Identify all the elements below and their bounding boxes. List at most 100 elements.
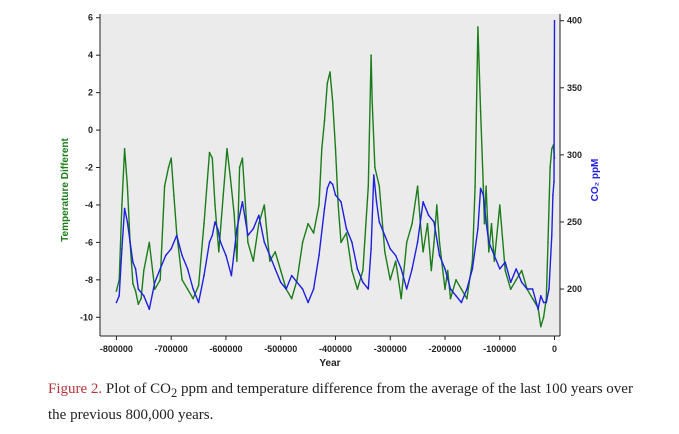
temperature-point <box>170 157 172 159</box>
temperature-point <box>247 241 249 244</box>
co2-point <box>378 221 381 223</box>
temperature-point <box>531 297 534 300</box>
co2-point <box>515 268 517 270</box>
left-tick-label: -6 <box>85 237 93 247</box>
temperature-point <box>542 316 545 319</box>
left-tick-label: -4 <box>85 200 93 210</box>
co2-point <box>263 241 266 243</box>
co2-point <box>540 295 542 297</box>
temperature-point <box>499 204 501 206</box>
co2-point <box>175 234 178 237</box>
temperature-point <box>384 251 386 253</box>
co2-point <box>285 288 288 290</box>
left-tick-label: 2 <box>88 88 93 98</box>
co2-point <box>438 254 441 257</box>
temperature-point <box>449 297 452 300</box>
co2-point <box>488 241 490 243</box>
co2-point <box>422 201 424 203</box>
temperature-point <box>236 260 238 262</box>
temperature-point <box>337 204 340 206</box>
temperature-point <box>214 204 216 206</box>
x-tick-label: -300000 <box>374 344 407 354</box>
co2-point <box>123 207 126 210</box>
co2-point <box>411 268 413 270</box>
temperature-point <box>411 222 413 225</box>
co2-point <box>520 281 523 284</box>
x-tick-label: -600000 <box>209 344 242 354</box>
temperature-point <box>394 260 397 262</box>
temperature-point <box>238 166 241 169</box>
temperature-point <box>547 241 549 244</box>
co2-point <box>318 254 320 257</box>
temperature-point <box>197 284 200 287</box>
temperature-point <box>132 282 134 285</box>
right-axis-ticks: 400 350 300 250 200 <box>560 16 582 294</box>
co2-point <box>197 301 200 304</box>
temperature-point <box>405 241 408 244</box>
co2-point <box>211 234 214 237</box>
temperature-point <box>252 260 255 262</box>
temperature-point <box>400 297 403 300</box>
co2-point <box>537 308 539 311</box>
x-axis-ticks: -800000 -700000 -600000 -500000 -400000 -3000… <box>100 336 557 354</box>
left-tick-label: -2 <box>85 163 93 173</box>
temperature-point <box>444 288 446 291</box>
caption-text-a: Plot of CO <box>102 381 171 397</box>
temperature-point <box>370 54 372 56</box>
co2-point <box>225 254 227 257</box>
temperature-point <box>483 222 486 225</box>
co2-point <box>296 281 298 284</box>
temperature-point <box>482 185 485 187</box>
temperature-point <box>318 204 320 206</box>
temperature-point <box>229 176 232 178</box>
co2-series <box>115 19 556 311</box>
co2-point <box>477 227 479 230</box>
co2-point <box>170 248 172 250</box>
left-axis-ticks: 6 4 2 0 -2 -4 -6 -8 -10 <box>80 13 100 322</box>
temperature-point <box>477 26 479 28</box>
co2-point <box>203 274 205 277</box>
temperature-point <box>485 185 487 187</box>
co2-point <box>230 274 233 277</box>
co2-point <box>126 221 129 223</box>
co2-point <box>115 301 118 304</box>
co2-point <box>121 248 123 250</box>
temperature-point <box>378 185 381 187</box>
co2-point <box>394 254 397 257</box>
left-axis-title: Temperature Different <box>60 137 71 241</box>
temperature-point <box>479 110 482 113</box>
temperature-point <box>143 269 145 272</box>
temperature-point <box>154 288 156 291</box>
plot-area <box>100 14 560 336</box>
co2-point <box>362 281 364 284</box>
left-tick-label: -10 <box>80 312 93 322</box>
co2-point <box>154 281 156 284</box>
temperature-point <box>167 166 170 169</box>
co2-point <box>370 248 372 250</box>
temperature-point <box>211 157 214 159</box>
co2-point <box>548 288 550 290</box>
co2-point <box>551 234 553 237</box>
co2-point <box>329 180 331 183</box>
figure-caption: Figure 2. Plot of CO2 ppm and temperatur… <box>48 378 648 426</box>
co2-point <box>164 254 167 257</box>
co2-line <box>115 20 556 310</box>
temperature-point <box>374 166 376 169</box>
temperature-point <box>266 232 268 234</box>
co2-point <box>148 308 151 311</box>
caption-text-b: ppm and temperature difference from the … <box>48 381 633 423</box>
co2-point <box>186 268 189 270</box>
co2-point <box>290 274 293 277</box>
left-tick-label: 6 <box>88 13 93 23</box>
co2-point <box>192 288 194 290</box>
co2-point <box>118 295 120 297</box>
temperature-point <box>474 185 476 187</box>
temperature-point <box>274 251 277 253</box>
right-tick-label: 400 <box>567 16 582 26</box>
x-tick-label: -700000 <box>155 344 188 354</box>
co2-point <box>356 268 359 270</box>
right-tick-label: 350 <box>567 83 582 93</box>
co2-point <box>214 221 216 223</box>
temperature-point <box>436 204 438 206</box>
temperature-point <box>290 297 293 300</box>
